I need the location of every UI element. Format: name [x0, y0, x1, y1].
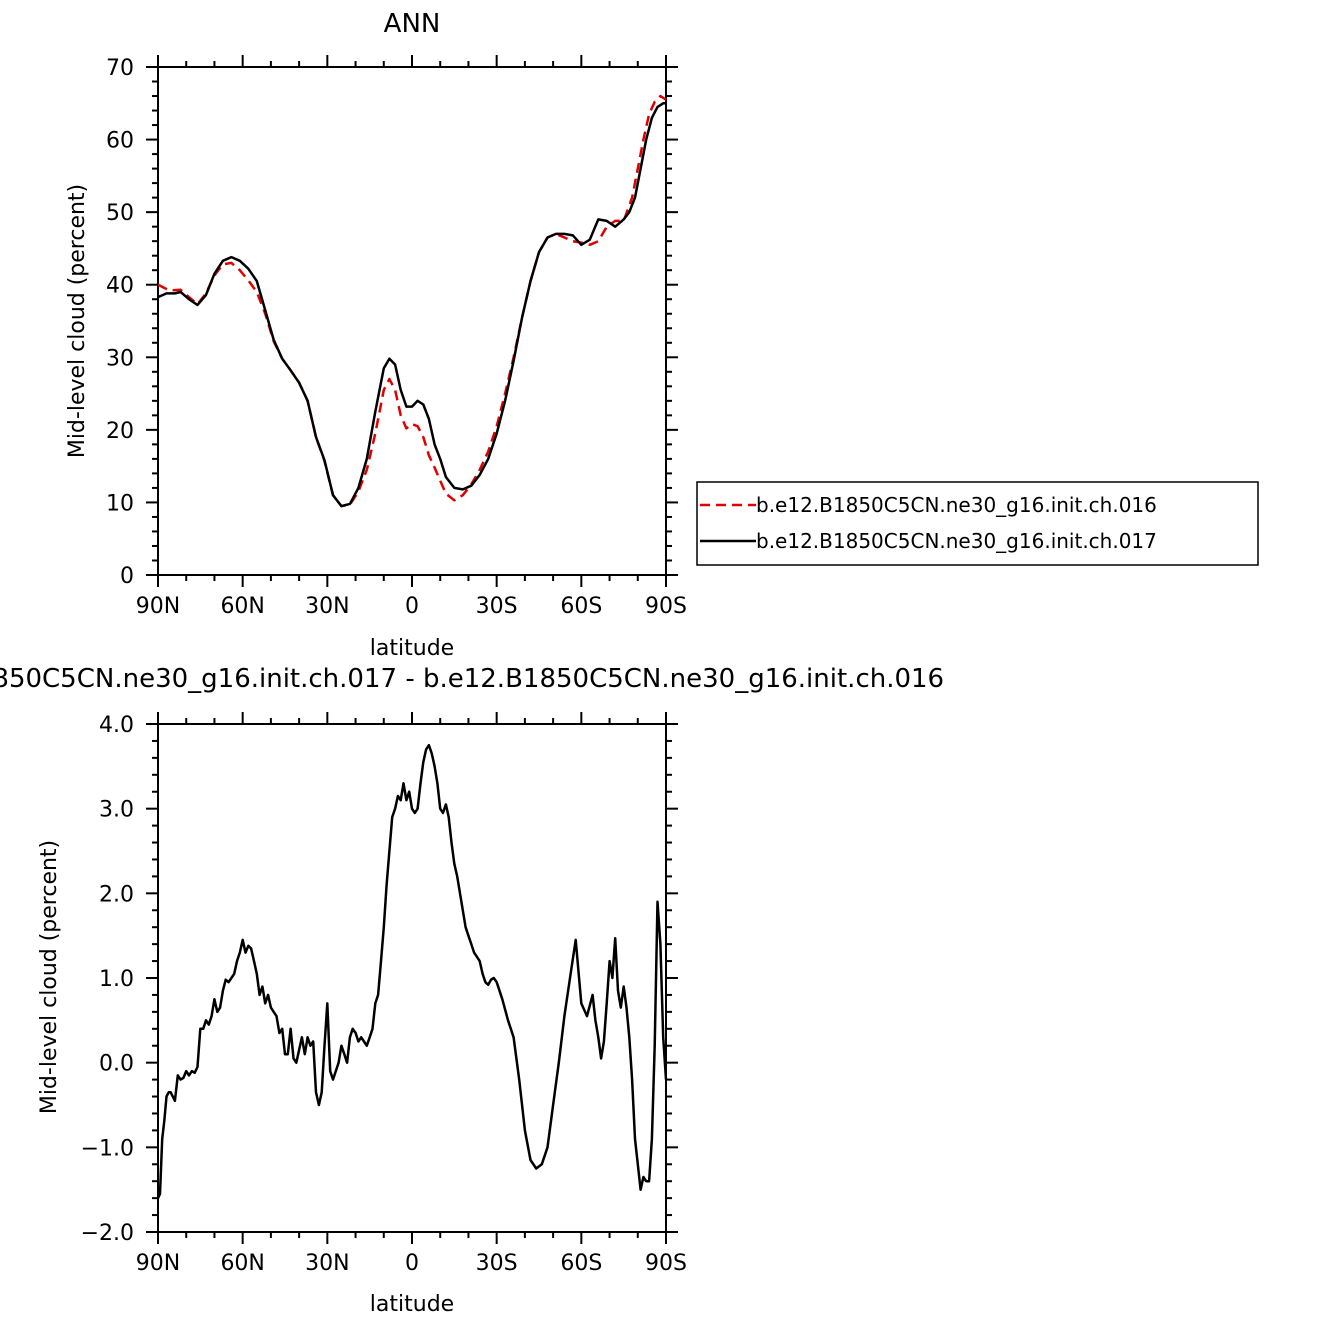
top-y-tick-label: 50 [106, 201, 134, 226]
top-x-tick-label: 30S [476, 594, 518, 619]
top-x-tick-label: 60S [560, 594, 602, 619]
top-plot-frame [157, 66, 667, 576]
bottom-y-tick-label: −2.0 [81, 1221, 134, 1246]
top-y-tick-label: 40 [106, 274, 134, 299]
bottom-y-tick-label: 4.0 [99, 713, 134, 738]
bottom-x-tick-label: 90N [136, 1251, 180, 1276]
bottom-y-tick-label: 3.0 [99, 798, 134, 823]
bottom-y-tick-label: 2.0 [99, 882, 134, 907]
bottom-x-tick-label: 0 [405, 1251, 419, 1276]
bottom-series-lines [156, 743, 668, 1199]
top-y-tick-label: 70 [106, 56, 134, 81]
legend: b.e12.B1850C5CN.ne30_g16.init.ch.016 b.e… [696, 481, 1259, 566]
top-chart-title: ANN [384, 9, 441, 39]
top-panel: ANN Mid-level cloud (percent) latitude 0… [65, 9, 687, 661]
bottom-y-tick-label: 0.0 [99, 1052, 134, 1077]
top-y-tick-label: 60 [106, 129, 134, 154]
top-x-tick-label: 0 [405, 594, 419, 619]
legend-box [696, 481, 1259, 566]
legend-label-016: b.e12.B1850C5CN.ne30_g16.init.ch.016 [756, 493, 1157, 517]
bottom-x-tick-label: 90S [645, 1251, 687, 1276]
top-ticks: 0 10 20 30 40 50 60 70 90N 60N 30N 0 30S 60S 90S [106, 55, 687, 619]
bottom-x-tick-label: 60S [560, 1251, 602, 1276]
top-series-line-0 [157, 94, 667, 508]
bottom-plot-frame [157, 723, 667, 1233]
legend-label-017: b.e12.B1850C5CN.ne30_g16.init.ch.017 [756, 529, 1157, 553]
top-x-tick-label: 90N [136, 594, 180, 619]
bottom-x-tick-label: 30S [476, 1251, 518, 1276]
top-x-tick-label: 30N [305, 594, 349, 619]
bottom-y-tick-label: −1.0 [81, 1136, 134, 1161]
top-y-tick-label: 0 [120, 564, 134, 589]
bottom-ticks: −2.0 −1.0 0.0 1.0 2.0 3.0 4.0 90N 60N 30N 0 30S 60S 9… [81, 712, 687, 1276]
bottom-x-tick-label: 60N [220, 1251, 264, 1276]
bottom-chart-title: b.e12.B1850C5CN.ne30_g16.init.ch.017 - b… [0, 664, 944, 694]
top-x-tick-label: 60N [220, 594, 264, 619]
bottom-y-axis-label: Mid-level cloud (percent) [37, 840, 62, 1114]
top-x-tick-label: 90S [645, 594, 687, 619]
bottom-x-axis-label: latitude [370, 1292, 454, 1317]
top-y-tick-label: 10 [106, 491, 134, 516]
top-y-axis-label: Mid-level cloud (percent) [65, 184, 90, 458]
top-x-axis-label: latitude [370, 636, 454, 661]
bottom-panel: b.e12.B1850C5CN.ne30_g16.init.ch.017 - b… [0, 664, 944, 1317]
top-series-line-1 [157, 102, 666, 508]
top-y-tick-label: 20 [106, 419, 134, 444]
top-series-lines [157, 94, 667, 508]
bottom-series-line-0 [156, 743, 668, 1199]
bottom-y-tick-label: 1.0 [99, 967, 134, 992]
bottom-x-tick-label: 30N [305, 1251, 349, 1276]
top-y-tick-label: 30 [106, 346, 134, 371]
